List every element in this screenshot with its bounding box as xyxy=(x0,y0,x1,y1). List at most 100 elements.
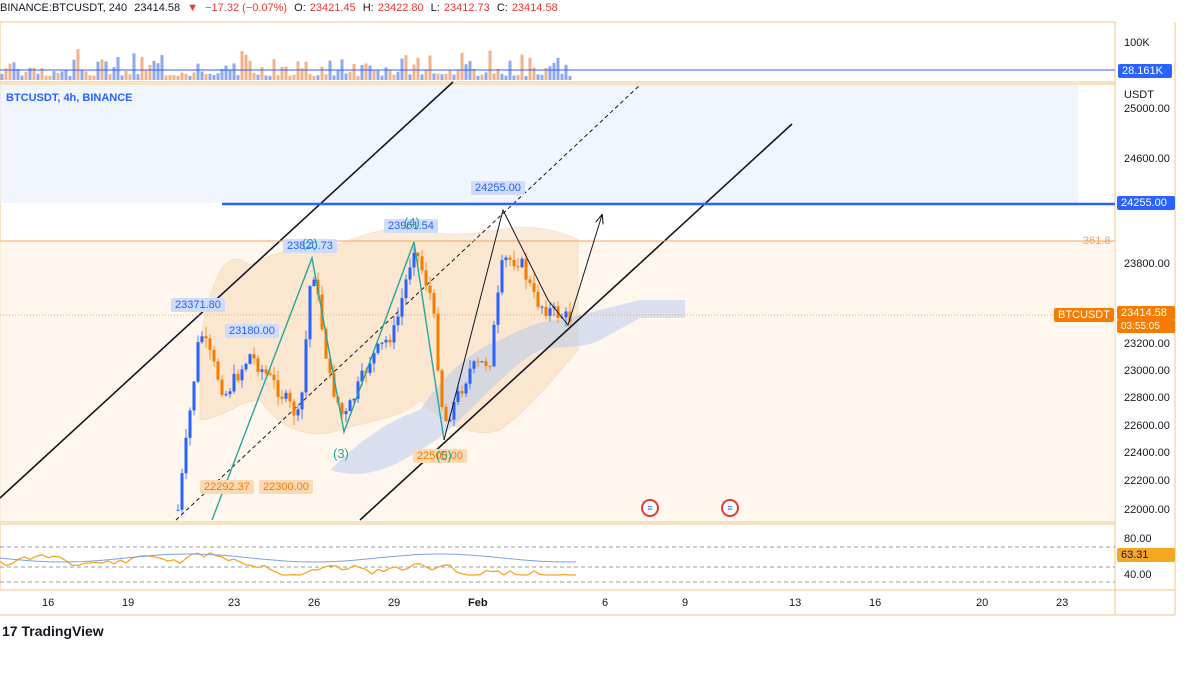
volume-bar xyxy=(568,75,572,80)
volume-bar xyxy=(484,72,488,80)
volume-bar xyxy=(488,50,492,80)
annotation-low-5: 22500.00 xyxy=(413,449,467,463)
volume-bar xyxy=(408,74,412,80)
volume-bar xyxy=(456,70,460,80)
candle-body xyxy=(416,252,420,257)
currency-label: USDT xyxy=(1124,89,1154,101)
candle-body xyxy=(260,369,264,372)
time-tick: 16 xyxy=(42,597,55,609)
channel-upper-line[interactable] xyxy=(0,81,454,499)
volume-bar xyxy=(280,66,284,80)
countdown-badge: 03:55:05 xyxy=(1117,320,1175,333)
volume-bar xyxy=(316,75,320,80)
volume-bar xyxy=(428,55,432,80)
channel-mid-line[interactable] xyxy=(175,84,641,521)
candle-body xyxy=(428,285,432,293)
volume-bar xyxy=(540,74,544,80)
volume-bar xyxy=(84,71,88,80)
candle-body xyxy=(488,365,492,367)
candle-body xyxy=(548,308,552,316)
symbol-interval[interactable]: BINANCE:BTCUSDT, 240 xyxy=(0,2,128,14)
candle-body xyxy=(544,306,548,316)
volume-bar xyxy=(76,49,80,80)
volume-bar xyxy=(552,62,556,80)
volume-bar xyxy=(496,68,500,80)
volume-bar xyxy=(188,75,192,80)
price-tick: 23800.00 xyxy=(1124,258,1170,270)
candle-body xyxy=(400,298,404,317)
volume-bar xyxy=(92,75,96,80)
candle-body xyxy=(564,311,568,318)
time-tick: 29 xyxy=(388,597,401,609)
projection-line[interactable] xyxy=(443,208,602,441)
volume-bar xyxy=(176,75,180,80)
time-tick: 19 xyxy=(122,597,135,609)
candle-body xyxy=(196,342,200,382)
candle-body xyxy=(256,358,260,372)
volume-bar xyxy=(36,73,40,80)
main-legend[interactable]: BTCUSDT, 4h, BINANCE xyxy=(6,92,133,104)
us-flag-event-icon[interactable]: ≡ xyxy=(641,499,659,517)
us-flag-event-icon[interactable]: ≡ xyxy=(721,499,739,517)
candle-body xyxy=(288,392,292,402)
candle-body xyxy=(448,419,452,422)
candle-body xyxy=(216,361,220,380)
candle-body xyxy=(480,361,484,363)
volume-bar xyxy=(236,75,240,80)
candle-body xyxy=(372,352,376,364)
brand-name: TradingView xyxy=(21,623,104,639)
candle-body xyxy=(464,383,468,394)
candle-body xyxy=(492,324,496,367)
volume-bar xyxy=(120,75,124,80)
candle-body xyxy=(332,373,336,397)
volume-bar xyxy=(160,54,164,80)
candle-body xyxy=(508,257,512,260)
candle-body xyxy=(292,401,296,416)
volume-bar xyxy=(64,70,68,80)
volume-bar xyxy=(476,75,480,80)
volume-bar xyxy=(548,66,552,80)
annotation-peak-1: 23371.80 xyxy=(171,298,225,312)
candle-body xyxy=(184,437,188,474)
volume-bar xyxy=(308,73,312,80)
volume-bar xyxy=(448,70,452,80)
volume-bar xyxy=(276,75,280,80)
candle-body xyxy=(340,402,344,415)
candle-body xyxy=(232,373,236,392)
wave-label-4: (4) xyxy=(404,215,420,230)
candle-body xyxy=(360,370,364,382)
volume-bar xyxy=(384,67,388,80)
rsi-pane xyxy=(0,523,1116,591)
candle-body xyxy=(368,363,372,374)
volume-bar xyxy=(560,73,564,80)
candle-body xyxy=(456,391,460,403)
last-price-badge: 23414.58 xyxy=(1117,306,1175,320)
tradingview-logo[interactable]: 17 TradingView xyxy=(2,623,104,639)
candle-body xyxy=(532,283,536,292)
ohlc-header: BINANCE:BTCUSDT, 240 23414.58 ▼ −17.32 (… xyxy=(0,2,1115,20)
symbol-tag-badge: BTCUSDT xyxy=(1054,308,1114,322)
volume-bar xyxy=(180,72,184,80)
candle-body xyxy=(312,279,316,287)
elliott-wave-line[interactable] xyxy=(211,241,445,521)
down-triangle-icon: ▼ xyxy=(187,2,199,14)
volume-bar xyxy=(460,52,464,80)
candle-body xyxy=(500,260,504,293)
candle-body xyxy=(384,339,388,343)
volume-bar xyxy=(436,73,440,80)
candle-body xyxy=(460,391,464,394)
volume-bar xyxy=(12,62,16,80)
volume-bar xyxy=(492,73,496,80)
wave-label-2: (2) xyxy=(302,236,318,251)
candle-body xyxy=(200,336,204,343)
candle-body xyxy=(240,369,244,381)
volume-bar xyxy=(360,64,364,80)
volume-bar xyxy=(220,69,224,80)
time-tick: 9 xyxy=(682,597,689,609)
candle-body xyxy=(476,361,480,363)
volume-bar xyxy=(348,71,352,80)
candle-body xyxy=(268,373,272,375)
candle-body xyxy=(264,369,268,374)
ichimoku-cloud xyxy=(330,300,685,474)
